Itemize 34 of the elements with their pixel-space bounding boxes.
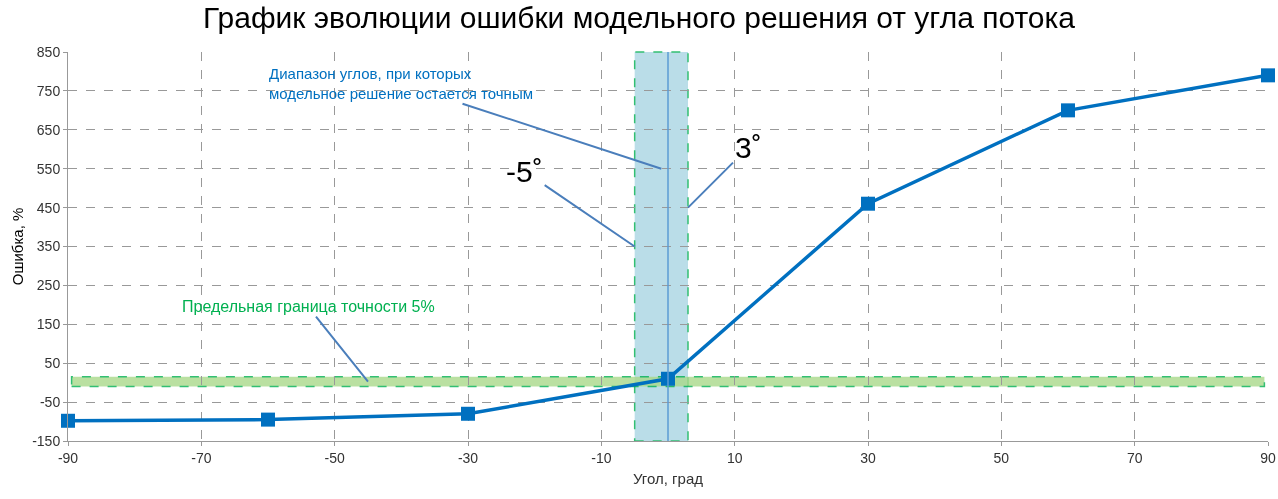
y-tick-label: 350 — [36, 238, 61, 255]
point — [1261, 68, 1275, 83]
band-label: Предельная граница точности 5% — [182, 298, 435, 315]
y-tick-label: -150 — [32, 432, 61, 449]
y-tick-label: -50 — [39, 394, 61, 410]
y-tick-label: 450 — [36, 199, 61, 216]
chart-title: График эволюции ошибки модельного решения от угла потока — [202, 1, 1076, 35]
y-tick-label: 150 — [36, 316, 61, 333]
point — [261, 412, 275, 427]
point — [61, 413, 75, 428]
x-axis-title: Угол, град — [632, 469, 704, 487]
x-tick-label: 30 — [860, 449, 876, 466]
point — [461, 406, 475, 421]
y-tick-label: 750 — [36, 82, 61, 99]
annotation: -5˚ — [506, 155, 543, 188]
x-tick-label: 50 — [993, 449, 1010, 466]
y-tick-label: 250 — [36, 277, 61, 294]
x-tick-label: -90 — [57, 449, 79, 466]
point — [1061, 103, 1075, 118]
x-tick-label: 10 — [726, 449, 743, 466]
point — [861, 196, 875, 211]
y-tick-label: 650 — [36, 121, 61, 138]
y-axis-title: Ошибка, % — [9, 207, 27, 286]
x-tick-label: 90 — [1260, 449, 1276, 466]
x-tick-label: 70 — [1126, 449, 1143, 466]
x-tick-label: -70 — [191, 449, 212, 466]
y-tick-label: 550 — [36, 160, 61, 177]
x-tick-label: -30 — [457, 449, 479, 466]
x-tick-label: -10 — [591, 449, 612, 466]
y-tick-label: 50 — [44, 355, 61, 372]
band-label: Диапазон углов, при которых модельное решение остается точным — [269, 65, 533, 102]
y-tick-label: 850 — [36, 43, 61, 60]
x-tick-label: -50 — [324, 449, 345, 466]
annotation: 3˚ — [735, 131, 762, 164]
